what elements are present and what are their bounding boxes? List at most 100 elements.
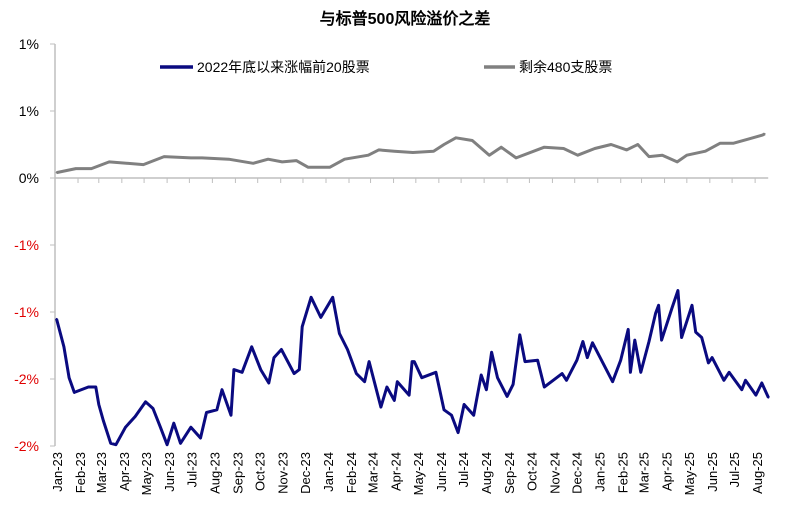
data-point	[747, 138, 750, 140]
x-tick-label: Mar-23	[94, 452, 109, 493]
data-point	[443, 143, 445, 146]
data-point	[252, 162, 254, 165]
x-tick-label: Jul-23	[184, 452, 199, 487]
data-point	[295, 159, 298, 162]
data-point	[500, 146, 503, 148]
data-point	[166, 443, 168, 446]
data-point	[661, 154, 664, 156]
data-point	[576, 154, 579, 156]
data-point	[368, 360, 370, 363]
data-point	[301, 325, 304, 328]
data-point	[744, 379, 747, 382]
data-point	[657, 304, 660, 307]
data-point	[677, 289, 679, 292]
data-point	[488, 154, 491, 156]
data-point	[355, 372, 358, 375]
data-point	[134, 415, 136, 418]
data-point	[408, 394, 410, 396]
y-tick-label: 1%	[19, 103, 39, 119]
x-tick-label: Sep-24	[502, 452, 517, 494]
data-point	[307, 166, 310, 169]
x-tick-label: Oct-24	[524, 452, 539, 491]
data-point	[764, 133, 766, 135]
data-point	[68, 376, 70, 379]
data-point	[602, 362, 604, 364]
data-point	[55, 317, 58, 320]
data-point	[421, 376, 423, 379]
data-point	[707, 362, 710, 364]
data-point	[108, 161, 110, 163]
data-point	[480, 374, 483, 376]
data-point	[594, 147, 596, 150]
data-point	[519, 334, 521, 336]
data-point	[95, 386, 97, 388]
x-tick-label: Feb-23	[73, 452, 88, 493]
data-point	[625, 149, 628, 151]
x-tick-label: Jun-25	[705, 452, 720, 492]
data-point	[412, 151, 414, 154]
data-point	[732, 142, 735, 144]
x-tick-label: Aug-23	[207, 452, 222, 494]
data-point	[331, 296, 334, 299]
data-point	[411, 360, 413, 363]
data-point	[173, 422, 175, 425]
data-point	[73, 391, 76, 394]
legend-label-top20: 2022年底以来涨幅前20股票	[197, 59, 370, 75]
data-point	[515, 157, 517, 159]
data-point	[619, 359, 622, 362]
data-point	[767, 397, 770, 399]
x-tick-label: Nov-24	[547, 452, 562, 494]
data-point	[152, 407, 154, 410]
data-point	[328, 166, 331, 169]
data-point	[627, 328, 629, 331]
data-point	[694, 331, 697, 333]
data-point	[280, 348, 283, 351]
x-tick-label: Mar-25	[637, 452, 652, 493]
y-tick-label: -1%	[14, 237, 39, 253]
data-point	[640, 371, 642, 374]
data-point	[637, 143, 639, 146]
data-point	[634, 339, 636, 341]
data-point	[506, 395, 508, 398]
series-points	[55, 289, 770, 446]
x-tick-label: Apr-25	[660, 452, 675, 491]
data-point	[472, 414, 475, 417]
axes: 1% 1% 0% -1% -1% -2% -2% Jan-23 Feb-23 Mar-23 Apr-…	[14, 36, 769, 495]
data-point	[267, 158, 269, 160]
x-tick-label: May-24	[411, 452, 426, 495]
data-point	[293, 372, 295, 375]
data-point	[676, 161, 678, 163]
y-tick-label: -2%	[14, 438, 39, 454]
data-point	[273, 356, 275, 359]
x-tick-label: Mar-24	[366, 452, 381, 493]
x-tick-label: Jul-24	[456, 452, 471, 487]
data-point	[338, 332, 341, 335]
data-point	[761, 134, 764, 136]
x-tick-label: Oct-23	[253, 452, 268, 491]
data-point	[691, 304, 693, 307]
data-point	[455, 137, 457, 139]
data-point	[233, 368, 235, 371]
data-point	[463, 403, 465, 406]
series-lines	[55, 132, 770, 447]
x-tick-label: Aug-25	[750, 452, 765, 494]
data-point	[761, 382, 763, 384]
data-point	[377, 149, 380, 151]
data-point	[320, 316, 322, 319]
y-tick-label: -1%	[14, 304, 39, 320]
data-point	[159, 426, 162, 429]
y-tick-label: 0%	[19, 170, 39, 186]
data-point	[719, 142, 721, 144]
data-point	[393, 399, 396, 402]
y-tick-label: -2%	[14, 371, 39, 387]
data-point	[648, 155, 650, 158]
data-point	[450, 414, 453, 417]
x-tick-label: Apr-23	[117, 452, 132, 491]
data-point	[686, 154, 688, 156]
data-point	[582, 340, 584, 343]
legend: 2022年底以来涨幅前20股票 剩余480支股票	[160, 59, 612, 75]
data-point	[221, 388, 223, 391]
data-point	[485, 388, 488, 391]
x-tick-label: Feb-25	[616, 452, 631, 493]
data-point	[591, 342, 594, 344]
